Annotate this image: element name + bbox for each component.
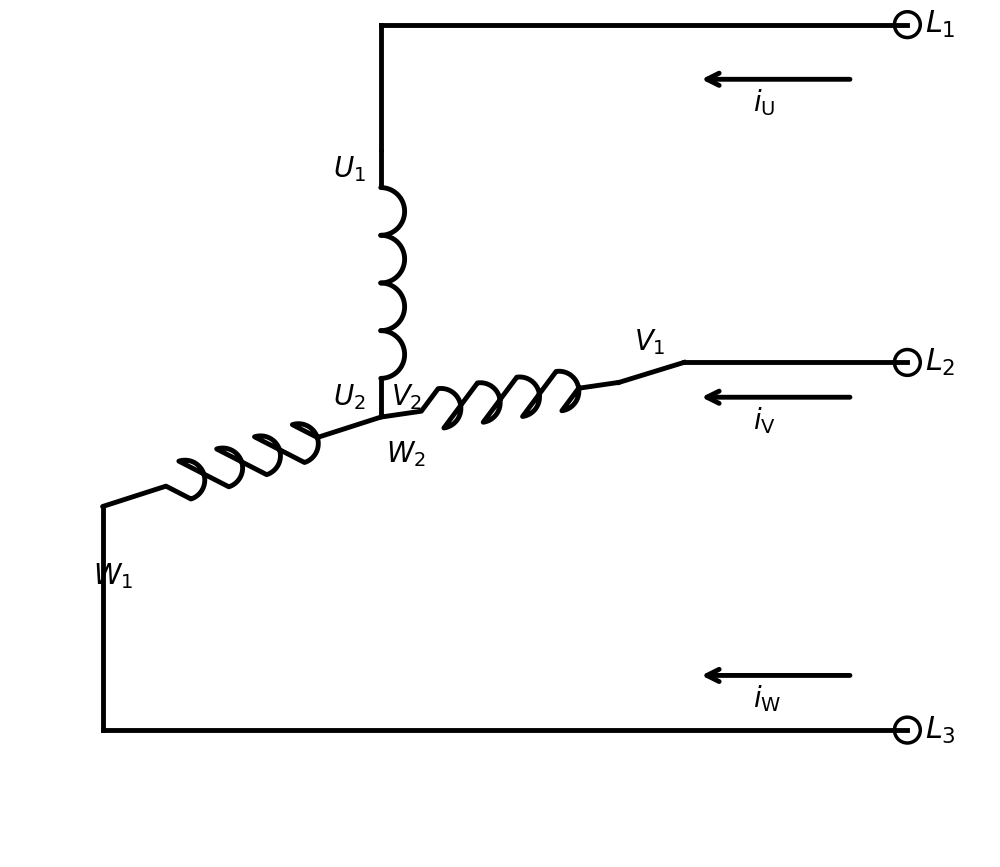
Text: $L_3$: $L_3$: [925, 714, 956, 746]
Text: $U_2$: $U_2$: [333, 382, 366, 412]
Text: $L_2$: $L_2$: [925, 347, 956, 378]
Text: $U_1$: $U_1$: [333, 153, 366, 184]
Text: $i_{\mathrm{W}}$: $i_{\mathrm{W}}$: [753, 683, 782, 714]
Text: $W_2$: $W_2$: [386, 439, 426, 469]
Text: $i_{\mathrm{U}}$: $i_{\mathrm{U}}$: [753, 88, 776, 118]
Text: $V_1$: $V_1$: [634, 328, 666, 357]
Text: $i_{\mathrm{V}}$: $i_{\mathrm{V}}$: [753, 405, 776, 436]
Text: $V_2$: $V_2$: [391, 382, 422, 412]
Text: $L_1$: $L_1$: [925, 9, 956, 40]
Text: $W_1$: $W_1$: [93, 561, 133, 591]
